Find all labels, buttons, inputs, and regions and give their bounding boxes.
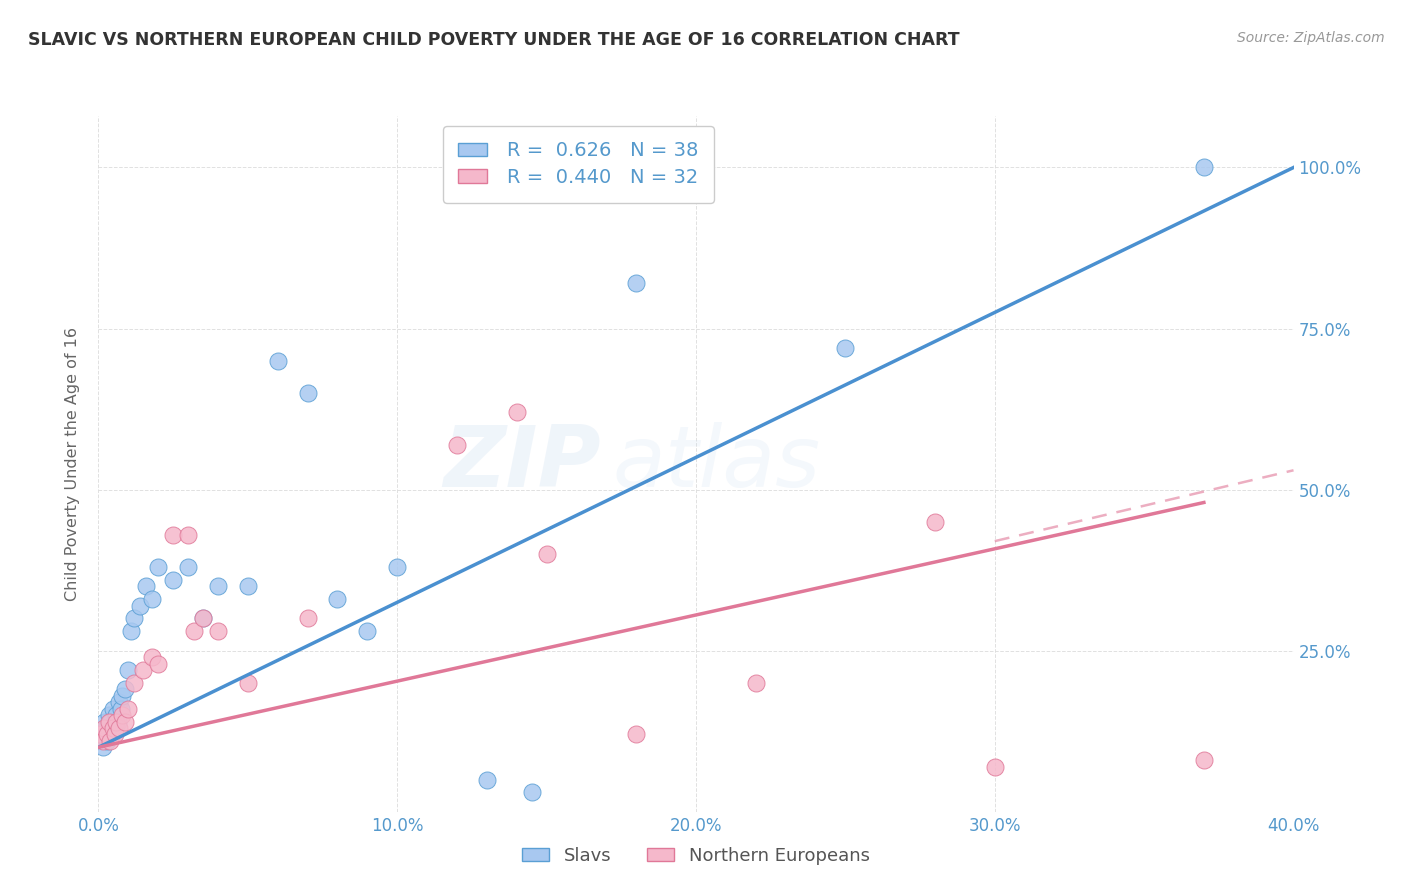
Point [111, 689, 134, 703]
Legend: Slavs, Northern Europeans: Slavs, Northern Europeans [515, 840, 877, 872]
Point [93, 714, 115, 729]
Point [90, 727, 112, 741]
Point [135, 579, 157, 593]
Point [101, 727, 124, 741]
Point [326, 592, 349, 607]
Point [162, 573, 184, 587]
Point [103, 701, 125, 715]
Point [924, 515, 946, 529]
Text: SLAVIC VS NORTHERN EUROPEAN CHILD POVERTY UNDER THE AGE OF 16 CORRELATION CHART: SLAVIC VS NORTHERN EUROPEAN CHILD POVERT… [28, 31, 960, 49]
Point [90, 727, 112, 741]
Point [97, 714, 120, 729]
Point [104, 727, 127, 741]
Point [207, 624, 229, 639]
Point [984, 759, 1007, 773]
Point [108, 695, 131, 709]
Point [745, 676, 768, 690]
Point [108, 721, 131, 735]
Point [111, 708, 134, 723]
Point [236, 676, 259, 690]
Point [114, 682, 136, 697]
Point [94, 721, 117, 735]
Text: atlas: atlas [613, 422, 820, 506]
Point [117, 701, 139, 715]
Point [120, 624, 142, 639]
Y-axis label: Child Poverty Under the Age of 16: Child Poverty Under the Age of 16 [65, 326, 80, 601]
Point [91, 740, 114, 755]
Point [132, 663, 155, 677]
Point [148, 657, 170, 671]
Point [1192, 753, 1215, 767]
Point [191, 611, 214, 625]
Point [207, 579, 229, 593]
Point [107, 714, 129, 729]
Text: Source: ZipAtlas.com: Source: ZipAtlas.com [1237, 31, 1385, 45]
Text: ZIP: ZIP [443, 422, 600, 506]
Point [446, 437, 468, 451]
Point [96, 734, 118, 748]
Point [96, 727, 118, 741]
Point [626, 727, 648, 741]
Point [97, 708, 120, 723]
Point [162, 527, 184, 541]
Point [114, 714, 136, 729]
Point [129, 599, 152, 613]
Point [124, 611, 146, 625]
Point [141, 650, 163, 665]
Point [297, 386, 319, 401]
Point [1192, 161, 1215, 175]
Point [536, 547, 558, 561]
Point [117, 663, 139, 677]
Point [100, 714, 122, 729]
Point [100, 734, 122, 748]
Point [626, 277, 648, 291]
Point [297, 611, 319, 625]
Point [141, 592, 163, 607]
Point [110, 701, 132, 715]
Point [183, 624, 205, 639]
Point [385, 560, 409, 574]
Point [191, 611, 214, 625]
Point [105, 708, 128, 723]
Point [177, 527, 200, 541]
Point [104, 721, 127, 735]
Point [177, 560, 200, 574]
Point [103, 721, 125, 735]
Point [93, 721, 115, 735]
Point [148, 560, 170, 574]
Point [124, 676, 146, 690]
Point [506, 405, 529, 419]
Point [475, 772, 498, 787]
Point [105, 714, 128, 729]
Point [91, 734, 114, 748]
Point [236, 579, 259, 593]
Point [267, 353, 290, 368]
Point [520, 785, 543, 799]
Point [356, 624, 378, 639]
Point [834, 341, 856, 355]
